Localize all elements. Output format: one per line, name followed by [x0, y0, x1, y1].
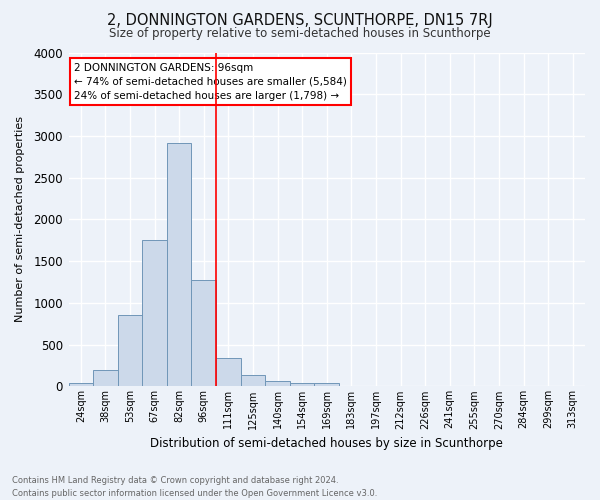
Bar [68, 383, 93, 386]
Text: 2, DONNINGTON GARDENS, SCUNTHORPE, DN15 7RJ: 2, DONNINGTON GARDENS, SCUNTHORPE, DN15 … [107, 12, 493, 28]
Bar [142, 240, 167, 386]
Bar [93, 370, 118, 386]
Text: 2 DONNINGTON GARDENS: 96sqm
← 74% of semi-detached houses are smaller (5,584)
24: 2 DONNINGTON GARDENS: 96sqm ← 74% of sem… [74, 62, 347, 100]
Bar [241, 374, 265, 386]
Bar [167, 142, 191, 386]
Bar [191, 280, 216, 386]
Bar [216, 358, 241, 386]
Text: Contains HM Land Registry data © Crown copyright and database right 2024.
Contai: Contains HM Land Registry data © Crown c… [12, 476, 377, 498]
Y-axis label: Number of semi-detached properties: Number of semi-detached properties [15, 116, 25, 322]
Bar [118, 316, 142, 386]
X-axis label: Distribution of semi-detached houses by size in Scunthorpe: Distribution of semi-detached houses by … [151, 437, 503, 450]
Bar [314, 383, 339, 386]
Bar [265, 381, 290, 386]
Text: Size of property relative to semi-detached houses in Scunthorpe: Size of property relative to semi-detach… [109, 28, 491, 40]
Bar [290, 382, 314, 386]
